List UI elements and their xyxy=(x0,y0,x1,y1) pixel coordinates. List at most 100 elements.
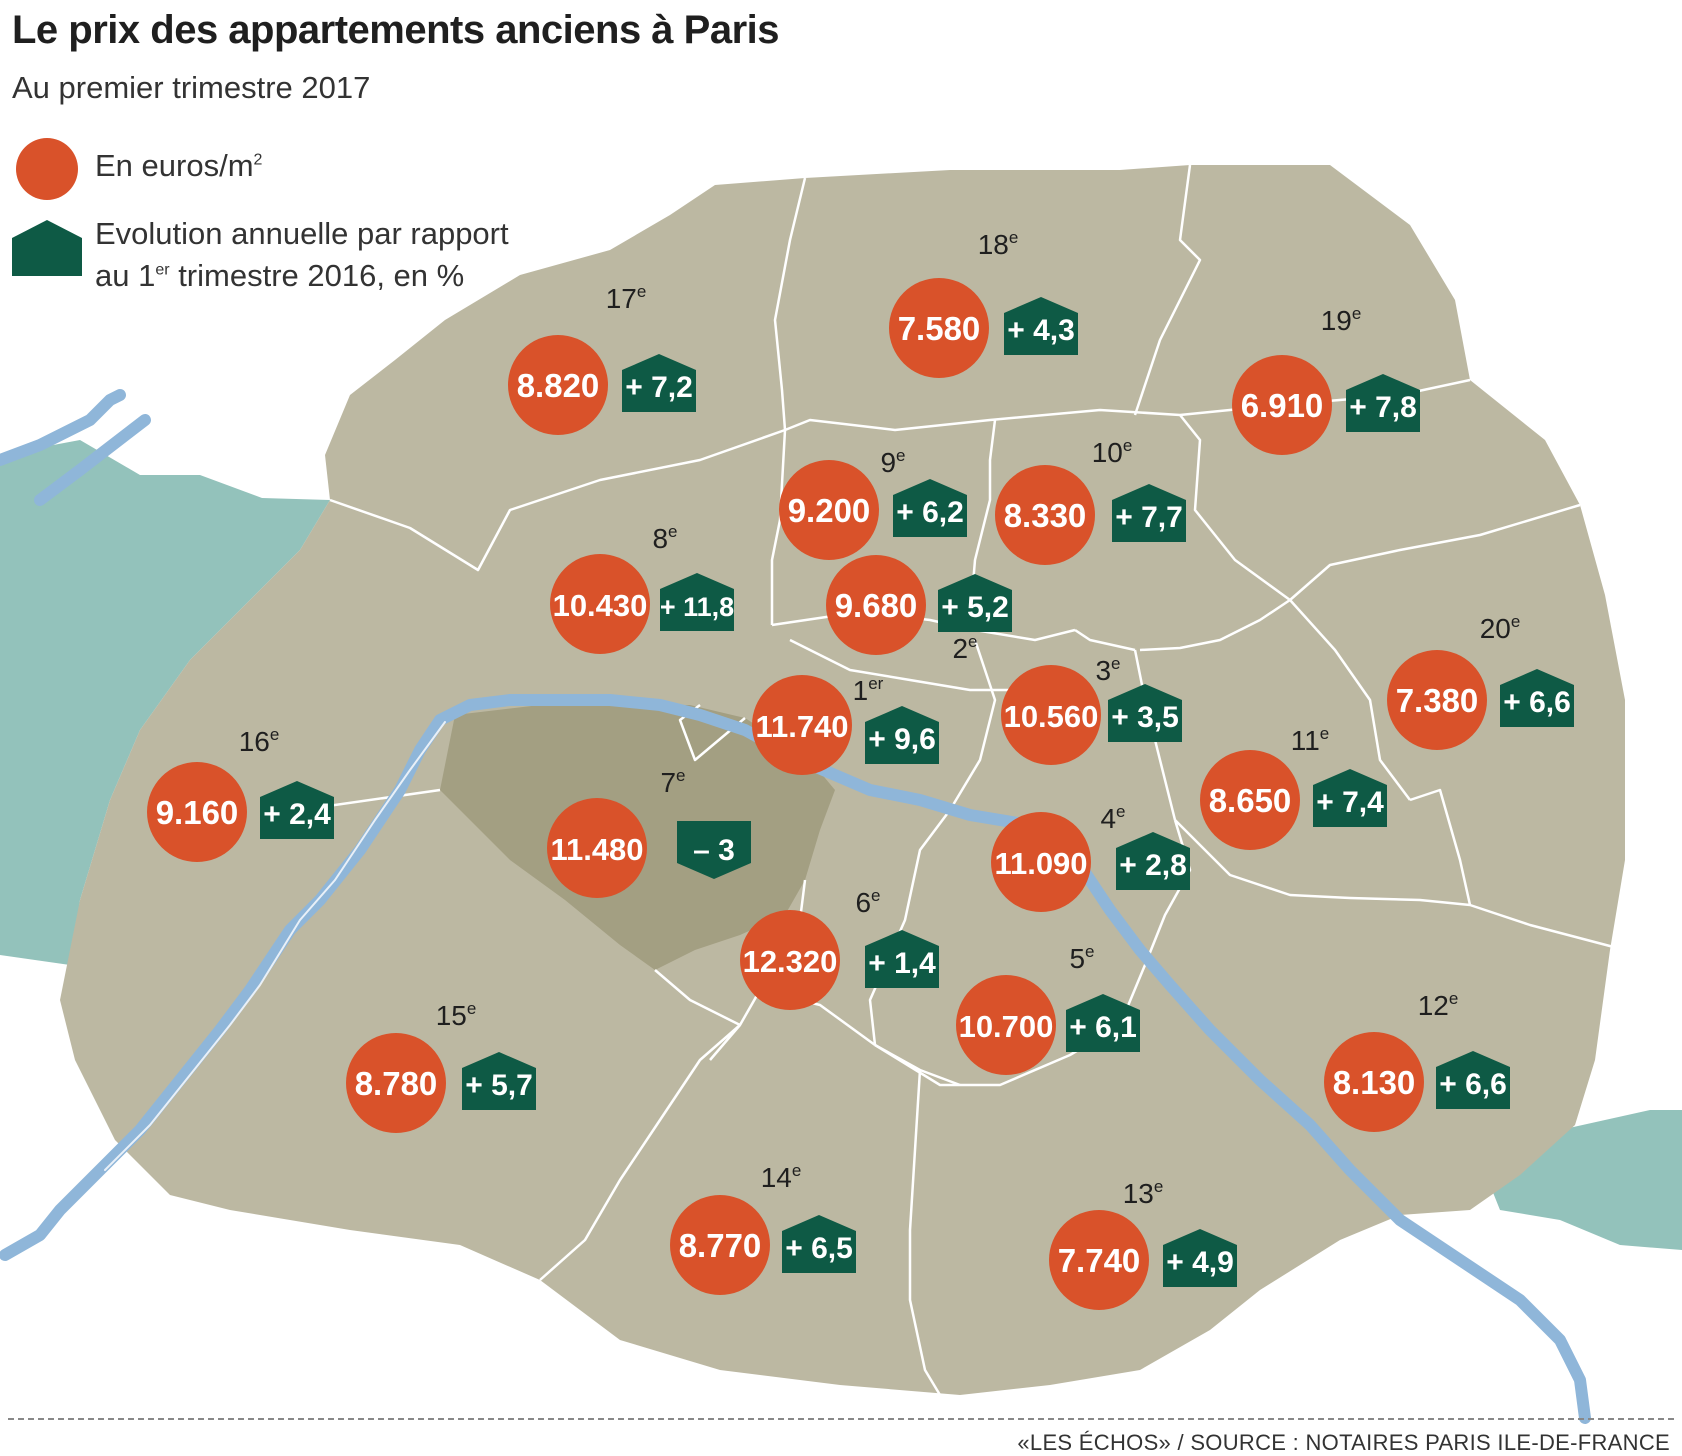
legend-evolution-label-line1: Evolution annuelle par rapport xyxy=(95,216,509,251)
evolution-label-6: + 1,4 xyxy=(868,947,936,980)
map-title: Le prix des appartements anciens à Paris xyxy=(12,8,780,52)
evolution-label-12: + 6,6 xyxy=(1439,1068,1507,1101)
arrondissement-label-19: 19e xyxy=(1321,304,1362,336)
evolution-badge-icon-1 xyxy=(865,706,939,764)
evolution-badge-icon-9 xyxy=(893,479,967,537)
price-circle-5 xyxy=(956,975,1056,1075)
evolution-label-11: + 7,4 xyxy=(1316,786,1384,819)
arrondissement-9: 9.200 9e + 6,2 xyxy=(779,446,967,560)
arrondissement-label-18: 18e xyxy=(978,228,1019,260)
arrondissement-8: 10.430 8e + 11,8 xyxy=(550,522,734,654)
price-label-9: 9.200 xyxy=(788,492,871,529)
evolution-badge-icon-15 xyxy=(462,1052,536,1110)
price-label-14: 8.770 xyxy=(679,1227,762,1264)
arrondissement-7: 11.480 7e – 3 xyxy=(547,766,751,898)
evolution-badge-icon-7 xyxy=(677,821,751,879)
price-label-12: 8.130 xyxy=(1333,1064,1416,1101)
price-circle-6 xyxy=(740,910,840,1010)
arrondissement-3: 10.560 3e + 3,5 xyxy=(1001,654,1182,765)
arrondissement-label-17: 17e xyxy=(606,282,647,314)
evolution-label-20: + 6,6 xyxy=(1503,686,1571,719)
price-circle-13 xyxy=(1049,1210,1149,1310)
evolution-badge-icon-5 xyxy=(1066,994,1140,1052)
arrondissement-label-2: 2e xyxy=(952,632,977,664)
price-label-10: 8.330 xyxy=(1004,497,1087,534)
price-label-2: 9.680 xyxy=(835,587,918,624)
price-circle-16 xyxy=(147,762,247,862)
bois-de-vincennes xyxy=(1490,1110,1682,1250)
evolution-badge-icon-10 xyxy=(1112,484,1186,542)
evolution-badge-icon-16 xyxy=(260,781,334,839)
price-label-20: 7.380 xyxy=(1396,682,1479,719)
price-circle-17 xyxy=(508,335,608,435)
price-label-18: 7.580 xyxy=(898,310,981,347)
price-label-13: 7.740 xyxy=(1058,1242,1141,1279)
evolution-label-9: + 6,2 xyxy=(896,496,964,529)
price-circle-7 xyxy=(547,798,647,898)
price-circle-8 xyxy=(550,554,650,654)
evolution-label-5: + 6,1 xyxy=(1069,1011,1137,1044)
price-circle-12 xyxy=(1324,1032,1424,1132)
arrondissement-label-13: 13e xyxy=(1123,1177,1164,1209)
arrondissement-label-15: 15e xyxy=(436,999,477,1031)
price-label-7: 11.480 xyxy=(550,832,643,867)
arrondissement-6: 12.320 6e + 1,4 xyxy=(740,886,939,1010)
evolution-label-18: + 4,3 xyxy=(1007,314,1075,347)
arrondissement-2: 9.680 2e + 5,2 xyxy=(826,555,1012,664)
evolution-badge-icon-4 xyxy=(1116,832,1190,890)
map-subtitle: Au premier trimestre 2017 xyxy=(12,70,371,105)
price-circle-4 xyxy=(991,812,1091,912)
price-circle-20 xyxy=(1387,650,1487,750)
arrondissement-14: 8.770 14e + 6,5 xyxy=(670,1161,856,1295)
price-circle-3 xyxy=(1001,665,1101,765)
arrondissement-label-20: 20e xyxy=(1480,612,1521,644)
price-label-8: 10.430 xyxy=(553,588,648,623)
arrondissement-17: 8.820 17e + 7,2 xyxy=(508,282,696,435)
price-label-4: 11.090 xyxy=(994,846,1087,881)
arrondissement-label-16: 16e xyxy=(239,725,280,757)
evolution-badge-icon-6 xyxy=(865,930,939,988)
evolution-label-3: + 3,5 xyxy=(1111,701,1179,734)
evolution-badge-icon-2 xyxy=(938,574,1012,632)
price-label-3: 10.560 xyxy=(1004,699,1099,734)
price-label-5: 10.700 xyxy=(959,1009,1054,1044)
arrondissement-label-7: 7e xyxy=(660,766,685,798)
evolution-label-7: – 3 xyxy=(693,834,735,867)
evolution-label-8: + 11,8 xyxy=(660,592,734,622)
evolution-label-10: + 7,7 xyxy=(1115,501,1183,534)
arrondissement-label-14: 14e xyxy=(761,1161,802,1193)
evolution-badge-icon-20 xyxy=(1500,669,1574,727)
arrondissement-label-5: 5e xyxy=(1069,942,1094,974)
evolution-badge-icon-19 xyxy=(1346,374,1420,432)
price-circle-18 xyxy=(889,278,989,378)
evolution-badge-icon-17 xyxy=(622,354,696,412)
seine-river-inner-line xyxy=(104,721,446,1171)
price-circle-19 xyxy=(1232,355,1332,455)
arrondissement-4: 11.090 4e + 2,8 xyxy=(991,802,1190,912)
evolution-label-19: + 7,8 xyxy=(1349,391,1417,424)
price-circle-14 xyxy=(670,1195,770,1295)
price-label-1: 11.740 xyxy=(755,709,848,744)
legend-price-label: En euros/m2 xyxy=(95,148,263,183)
evolution-badge-icon-11 xyxy=(1313,769,1387,827)
arrondissement-18: 7.580 18e + 4,3 xyxy=(889,228,1078,378)
arrondissement-13: 7.740 13e + 4,9 xyxy=(1049,1177,1237,1310)
price-label-6: 12.320 xyxy=(743,944,838,979)
arrondissement-label-11: 11e xyxy=(1291,724,1330,756)
arrondissement-19: 6.910 19e + 7,8 xyxy=(1232,304,1420,455)
bois-de-boulogne xyxy=(0,440,330,965)
arrondissement-label-6: 6e xyxy=(855,886,880,918)
arrondissement-15: 8.780 15e + 5,7 xyxy=(346,999,536,1133)
price-label-19: 6.910 xyxy=(1241,387,1324,424)
price-label-17: 8.820 xyxy=(517,367,600,404)
arrondissement-label-4: 4e xyxy=(1100,802,1125,834)
arrondissement-label-12: 12e xyxy=(1418,989,1459,1021)
price-label-11: 8.650 xyxy=(1209,782,1292,819)
evolution-label-16: + 2,4 xyxy=(263,798,331,831)
arrondissement-label-8: 8e xyxy=(652,522,677,554)
evolution-label-4: + 2,8 xyxy=(1119,849,1187,882)
evolution-label-13: + 4,9 xyxy=(1166,1246,1234,1279)
